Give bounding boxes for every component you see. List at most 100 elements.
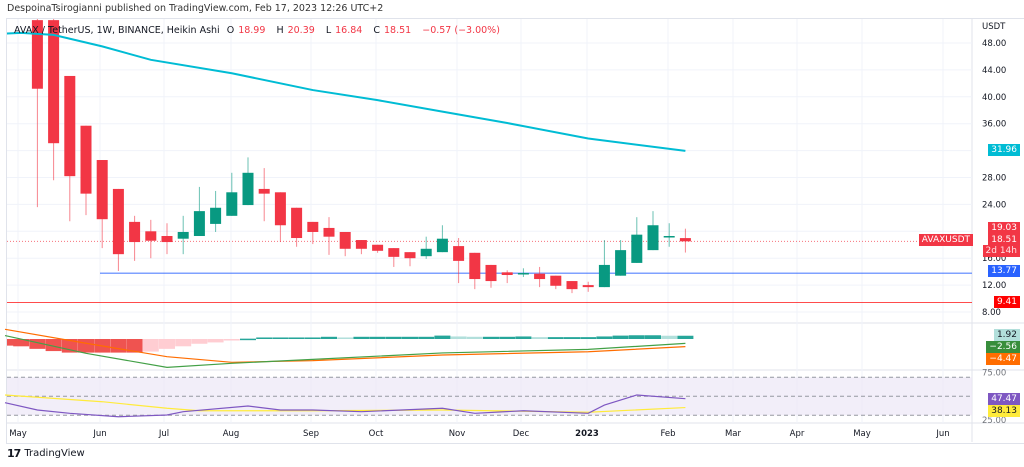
candle-body xyxy=(453,246,465,261)
candle-body xyxy=(339,231,351,249)
macd-histogram-bar xyxy=(596,336,613,339)
candle-body xyxy=(307,221,319,232)
candle-body xyxy=(598,264,610,288)
footer: 17 TradingView xyxy=(7,447,85,460)
macd-histogram-bar xyxy=(612,335,629,339)
macd-line-tag: −2.56 xyxy=(986,341,1020,353)
time-axis-label: Aug xyxy=(223,429,240,439)
macd-histogram-bar xyxy=(564,337,580,339)
candle-body xyxy=(388,248,400,257)
macd-histogram-bar xyxy=(402,336,418,339)
candle-body xyxy=(485,264,497,282)
candle-body xyxy=(663,236,675,238)
ohlc-close: C 18.51 xyxy=(373,25,412,36)
candle-body xyxy=(258,188,270,194)
chart-frame xyxy=(6,18,1024,444)
candle-body xyxy=(372,244,384,251)
last-price-tag: 18.51 xyxy=(988,234,1020,246)
candle-body xyxy=(64,75,76,177)
candle-body xyxy=(534,273,546,280)
macd-histogram-bar xyxy=(547,337,564,339)
macd-histogram-bar xyxy=(353,336,370,339)
macd-histogram-bar xyxy=(321,336,337,339)
ohlc-high: H 20.39 xyxy=(276,25,315,36)
symbol-description[interactable]: AVAX / TetherUS, 1W, BINANCE, Heikin Ash… xyxy=(14,25,220,36)
candle-body xyxy=(323,227,335,237)
macd-histogram-bar xyxy=(78,339,94,353)
ohlc-open: O 18.99 xyxy=(226,25,266,36)
ohlc-low: L 16.84 xyxy=(325,25,363,36)
macd-histogram-bar xyxy=(223,339,240,341)
candle-body xyxy=(566,281,578,290)
bar-countdown-tag: 2d 14h xyxy=(982,245,1020,257)
tradingview-logo-icon: 17 xyxy=(7,447,21,460)
rsi-ma-tag: 38.13 xyxy=(988,405,1020,417)
macd-histogram-bar xyxy=(483,336,499,339)
macd-histogram-bar xyxy=(126,339,143,353)
macd-histogram-bar xyxy=(304,337,321,339)
rsi-tag: 47.47 xyxy=(988,393,1020,405)
ohlc-change: −0.57 (−3.00%) xyxy=(422,25,500,36)
time-axis-label: Sep xyxy=(303,429,319,439)
macd-histogram-bar xyxy=(450,336,467,339)
symbol-tag: AVAXUSDT xyxy=(918,234,973,246)
time-axis-label: Feb xyxy=(660,429,675,439)
main-pane xyxy=(7,19,972,304)
ma-price-tag: 31.96 xyxy=(988,144,1020,156)
macd-histogram-bar xyxy=(142,339,159,352)
time-axis-label: Jun xyxy=(92,429,106,439)
macd-signal-tag: −4.47 xyxy=(986,353,1020,365)
candle-body xyxy=(550,275,562,286)
rsi-axis-label: 75.00 xyxy=(982,369,1006,379)
candle-body xyxy=(177,231,189,239)
macd-histogram-bar xyxy=(531,337,548,339)
candle-body xyxy=(501,272,513,276)
footer-brand: TradingView xyxy=(24,448,85,459)
candle-body xyxy=(129,221,141,243)
publish-info: DespoinaTsirogianni published on Trading… xyxy=(7,3,384,14)
time-axis-label: 2023 xyxy=(575,429,599,439)
price-axis-label: 24.00 xyxy=(982,200,1006,210)
high-price-tag: 19.03 xyxy=(988,222,1020,234)
price-axis-label: 36.00 xyxy=(982,120,1006,130)
macd-histogram-bar xyxy=(418,336,435,339)
macd-histogram-bar xyxy=(191,339,208,344)
time-axis-label: Jul xyxy=(158,429,169,439)
macd-histogram-bar xyxy=(240,338,256,341)
price-axis-label: 12.00 xyxy=(982,281,1006,291)
time-axis-label: Jun xyxy=(935,429,949,439)
rsi-band xyxy=(7,377,972,416)
price-axis-currency: USDT xyxy=(982,22,1006,32)
candle-body xyxy=(517,272,529,275)
rsi-axis-label: 25.00 xyxy=(982,416,1006,426)
candle-body xyxy=(291,207,303,239)
macd-histogram-bar xyxy=(677,335,694,339)
candle-body xyxy=(420,248,432,257)
price-axis-label: 44.00 xyxy=(982,66,1006,76)
low-line-price-tag: 9.41 xyxy=(993,296,1020,308)
macd-histogram-bar xyxy=(369,336,386,339)
time-axis-label: May xyxy=(853,429,871,439)
candle-body xyxy=(96,160,108,220)
candle-body xyxy=(161,236,173,243)
time-axis-label: Nov xyxy=(449,429,466,439)
macd-line xyxy=(4,335,686,368)
price-axis-label: 16.00 xyxy=(982,254,1006,264)
macd-histogram-bar xyxy=(661,335,678,339)
macd-histogram-bar xyxy=(645,335,661,339)
moving-average-line xyxy=(7,31,686,152)
macd-histogram-bar xyxy=(159,339,175,349)
macd-histogram-bar xyxy=(45,339,62,352)
candle-body xyxy=(647,225,659,251)
macd-histogram-bar xyxy=(288,337,305,339)
macd-histogram-bar xyxy=(256,337,273,339)
time-axis-label: Dec xyxy=(513,429,530,439)
macd-histogram-bar xyxy=(207,339,224,343)
time-axis-label: May xyxy=(9,429,27,439)
macd-histogram-bar xyxy=(175,339,192,347)
macd-histogram-bar xyxy=(580,337,597,339)
macd-histogram-bar xyxy=(466,336,483,339)
candle-body xyxy=(582,285,594,288)
price-axis-label: 48.00 xyxy=(982,39,1006,49)
